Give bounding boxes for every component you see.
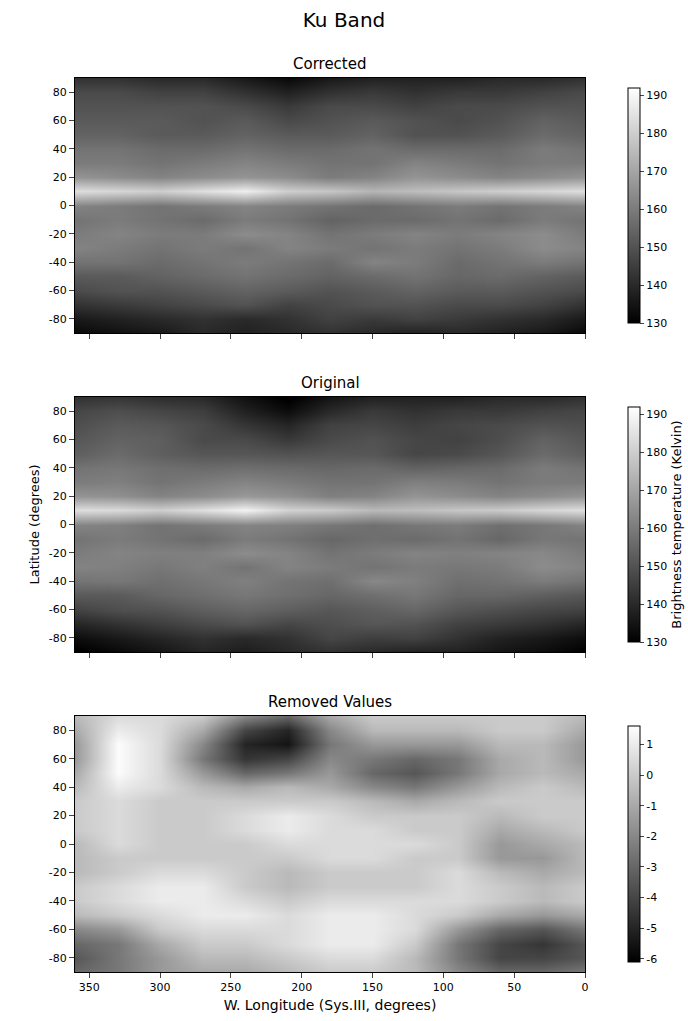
svg-text:-20: -20 [49,866,67,879]
svg-text:40: 40 [53,143,67,156]
svg-text:0: 0 [60,518,67,531]
svg-text:140: 140 [646,279,667,292]
svg-text:-80: -80 [49,632,67,645]
svg-text:W. Longitude (Sys.III, degrees: W. Longitude (Sys.III, degrees) [224,997,437,1013]
svg-text:-60: -60 [49,923,67,936]
svg-text:80: 80 [53,724,67,737]
svg-text:-60: -60 [49,603,67,616]
svg-text:Original: Original [301,374,360,392]
svg-text:40: 40 [53,462,67,475]
svg-text:100: 100 [433,981,454,994]
svg-text:180: 180 [646,446,667,459]
svg-text:170: 170 [646,165,667,178]
svg-text:160: 160 [646,522,667,535]
svg-text:130: 130 [646,636,667,649]
svg-text:150: 150 [362,981,383,994]
svg-text:Ku Band: Ku Band [303,8,386,32]
svg-text:Removed Values: Removed Values [268,693,392,711]
svg-text:-5: -5 [646,922,657,935]
svg-text:Corrected: Corrected [293,55,367,73]
svg-text:160: 160 [646,203,667,216]
svg-text:-4: -4 [646,891,657,904]
svg-text:-1: -1 [646,800,657,813]
svg-text:-20: -20 [49,228,67,241]
svg-text:80: 80 [53,405,67,418]
svg-text:140: 140 [646,598,667,611]
svg-text:0: 0 [60,199,67,212]
svg-text:-40: -40 [49,575,67,588]
svg-text:170: 170 [646,484,667,497]
svg-text:-2: -2 [646,830,657,843]
svg-text:300: 300 [150,981,171,994]
svg-text:150: 150 [646,560,667,573]
svg-text:-6: -6 [646,953,657,966]
svg-text:60: 60 [53,114,67,127]
svg-text:Brightness temperature (Kelvin: Brightness temperature (Kelvin) [669,420,684,628]
svg-text:60: 60 [53,433,67,446]
svg-text:1: 1 [646,738,653,751]
svg-text:190: 190 [646,89,667,102]
svg-text:-80: -80 [49,313,67,326]
svg-text:0: 0 [60,838,67,851]
svg-text:0: 0 [646,769,653,782]
svg-text:190: 190 [646,408,667,421]
svg-text:-60: -60 [49,284,67,297]
svg-text:20: 20 [53,490,67,503]
svg-text:60: 60 [53,753,67,766]
svg-text:50: 50 [507,981,521,994]
svg-text:350: 350 [79,981,100,994]
svg-text:-20: -20 [49,547,67,560]
svg-text:180: 180 [646,127,667,140]
svg-text:130: 130 [646,317,667,330]
svg-text:-40: -40 [49,895,67,908]
svg-text:150: 150 [646,241,667,254]
svg-text:20: 20 [53,809,67,822]
svg-text:-80: -80 [49,952,67,965]
svg-text:-40: -40 [49,256,67,269]
svg-text:200: 200 [291,981,312,994]
svg-text:-3: -3 [646,861,657,874]
svg-text:0: 0 [582,981,589,994]
svg-text:250: 250 [220,981,241,994]
svg-text:40: 40 [53,781,67,794]
svg-text:Latitude (degrees): Latitude (degrees) [27,464,42,584]
svg-text:20: 20 [53,171,67,184]
svg-text:80: 80 [53,86,67,99]
